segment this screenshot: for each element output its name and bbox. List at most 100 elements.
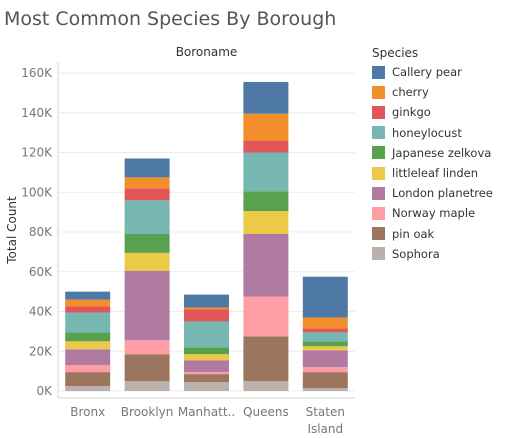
bar-segment <box>124 252 170 271</box>
bar-segment <box>302 350 348 368</box>
bar-segment <box>65 386 111 391</box>
legend-swatch <box>372 166 385 180</box>
bar-segment <box>243 296 289 337</box>
legend: Callery pear cherry ginkgo honeylocust Japan… <box>372 62 507 264</box>
bar-segment <box>65 349 111 366</box>
legend-item[interactable]: ginkgo <box>372 102 507 122</box>
y-tick-label: 0K <box>36 384 53 398</box>
y-tick-label: 160K <box>21 66 53 80</box>
y-tick-label: 100K <box>21 185 53 199</box>
legend-swatch <box>372 146 385 160</box>
y-axis-title: Total Count <box>5 196 19 265</box>
legend-swatch <box>372 247 385 261</box>
legend-label: Callery pear <box>392 65 462 80</box>
bar-segment <box>124 270 170 341</box>
bar-segment <box>65 332 111 342</box>
legend-swatch <box>372 186 385 200</box>
legend-label: pin oak <box>392 226 435 241</box>
bar-segment <box>184 374 229 383</box>
bar-segment <box>184 360 229 373</box>
bar-segment <box>243 140 289 153</box>
bar-segment <box>184 347 229 355</box>
y-tick-label: 40K <box>29 305 53 319</box>
bar-segment <box>243 336 289 382</box>
bar-segment <box>124 354 170 382</box>
bar-segment <box>243 191 289 212</box>
bar-segment <box>302 276 348 318</box>
bar-segment <box>184 321 229 348</box>
y-tick-label: 80K <box>29 225 53 239</box>
bar-segment <box>302 388 348 391</box>
legend-item[interactable]: pin oak <box>372 224 507 244</box>
bar-segment <box>302 346 348 351</box>
legend-item[interactable]: littleleaf linden <box>372 163 507 183</box>
bar-segment <box>243 233 289 297</box>
bar-segment <box>65 306 111 313</box>
bar-segment <box>184 307 229 310</box>
legend-swatch <box>372 105 385 119</box>
bar-segment <box>124 158 170 178</box>
column-header: Boroname <box>176 45 238 59</box>
x-tick-label: Manhatt.. <box>178 405 235 419</box>
bar-segment <box>184 372 229 375</box>
bar-segment <box>243 81 289 114</box>
legend-swatch <box>372 85 385 99</box>
legend-label: littleleaf linden <box>392 166 479 181</box>
bar-segment <box>65 372 111 387</box>
legend-item[interactable]: honeylocust <box>372 123 507 143</box>
bar-segment <box>243 113 289 141</box>
legend-label: Japanese zelkova <box>392 145 492 160</box>
legend-item[interactable]: Sophora <box>372 244 507 264</box>
y-tick-label: 140K <box>21 106 53 120</box>
bar-segment <box>184 382 229 391</box>
legend-item[interactable]: Japanese zelkova <box>372 143 507 163</box>
chart-title: Most Common Species By Borough <box>4 8 337 30</box>
y-tick-label: 20K <box>29 344 53 358</box>
legend-item[interactable]: London planetree <box>372 183 507 203</box>
legend-label: Norway maple <box>392 206 476 221</box>
legend-item[interactable]: Callery pear <box>372 62 507 82</box>
x-tick-label: Brooklyn <box>121 405 174 419</box>
bar-segment <box>65 299 111 307</box>
legend-item[interactable]: Norway maple <box>372 203 507 223</box>
legend-label: cherry <box>392 85 429 100</box>
bar-segment <box>65 341 111 350</box>
bar-segment <box>124 200 170 234</box>
legend-swatch <box>372 206 385 220</box>
legend-label: London planetree <box>392 186 493 201</box>
y-tick-label: 120K <box>21 146 53 160</box>
legend-label: Sophora <box>392 246 440 261</box>
bar-segment <box>243 152 289 192</box>
legend-title: Species <box>372 46 419 60</box>
x-tick-label: Island <box>307 422 343 436</box>
x-tick-label: Staten <box>306 405 345 419</box>
legend-label: honeylocust <box>392 125 462 140</box>
bar-segment <box>124 381 170 391</box>
bar-segment <box>302 328 348 333</box>
bar-segment <box>302 317 348 329</box>
legend-item[interactable]: cherry <box>372 82 507 102</box>
bar-segment <box>184 354 229 361</box>
bar-segment <box>243 381 289 391</box>
y-tick-label: 60K <box>29 265 53 279</box>
bar-segment <box>124 340 170 355</box>
bar-segment <box>302 332 348 342</box>
legend-label: ginkgo <box>392 105 431 120</box>
bar-segment <box>184 294 229 308</box>
bar-segment <box>184 309 229 322</box>
legend-swatch <box>372 65 385 79</box>
bar-segment <box>65 365 111 373</box>
bar-segment <box>243 211 289 234</box>
bar-segment <box>124 188 170 201</box>
bar-segment <box>124 233 170 253</box>
legend-swatch <box>372 227 385 241</box>
bar-segment <box>302 341 348 347</box>
bar-segment <box>65 291 111 300</box>
x-tick-label: Bronx <box>70 405 105 419</box>
bar-segment <box>65 312 111 333</box>
bar-segment <box>124 177 170 189</box>
legend-swatch <box>372 126 385 140</box>
bar-segment <box>302 372 348 389</box>
bar-segment <box>302 367 348 373</box>
